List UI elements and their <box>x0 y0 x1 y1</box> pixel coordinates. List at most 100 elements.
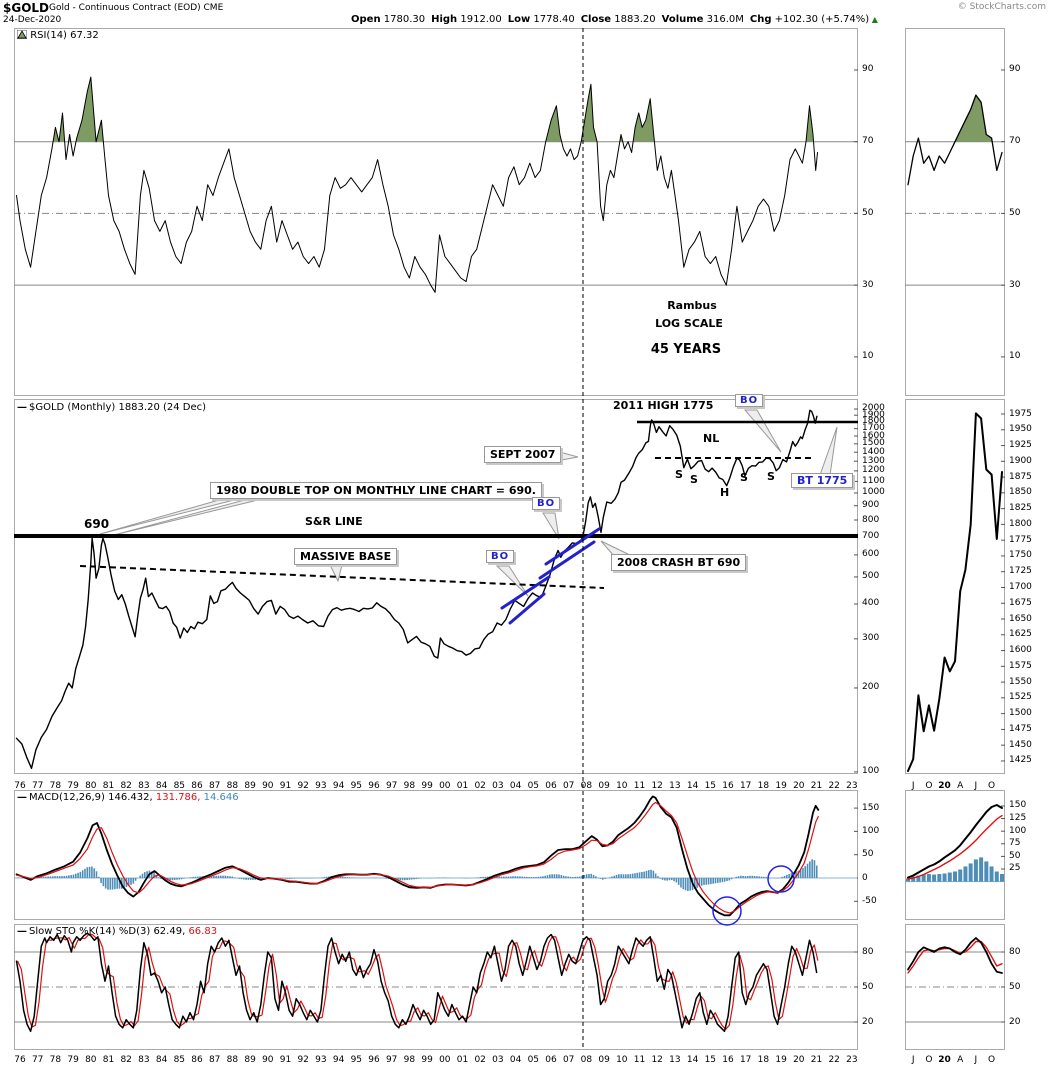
axis-tick-label: 75 <box>1009 838 1021 849</box>
axis-tick-label: 100 <box>1009 825 1027 836</box>
year-axis-label: 21 <box>810 1055 823 1065</box>
year-axis-label: 11 <box>633 1055 646 1065</box>
year-axis-label: 17 <box>739 781 752 791</box>
axis-tick-label: 30 <box>862 279 874 290</box>
axis-tick-label: 90 <box>1009 64 1021 75</box>
axis-tick-label: 500 <box>862 571 880 582</box>
year-axis-label: 01 <box>456 1055 469 1065</box>
price-zoom-panel <box>905 399 1005 774</box>
year-axis-label: 23 <box>846 1055 858 1065</box>
bt-1775-box: BT 1775 <box>791 473 854 488</box>
year-axis-label: 87 <box>208 781 221 791</box>
year-axis-label: 12 <box>651 781 663 791</box>
price-legend: — $GOLD (Monthly) 1883.20 (24 Dec) <box>17 402 206 413</box>
year-axis-label: 06 <box>545 781 557 791</box>
year-axis-label: 78 <box>49 781 62 791</box>
stockcharts-credit-link[interactable]: © StockCharts.com <box>957 2 1046 12</box>
year-axis-label: 14 <box>686 781 699 791</box>
year-axis-label: 85 <box>173 1055 186 1065</box>
axis-tick-label: 1450 <box>1009 739 1032 750</box>
shs-pattern-label: S <box>690 473 698 486</box>
macd-legend: — MACD(12,26,9) 146.432, 131.786, 14.646 <box>17 792 239 803</box>
rsi-panel <box>14 28 858 396</box>
breakout-label-box: BO <box>486 550 515 563</box>
year-axis-label: 95 <box>350 1055 363 1065</box>
year-axis-label: 94 <box>332 1055 345 1065</box>
axis-tick-label: -50 <box>862 895 877 906</box>
year-axis-label: 77 <box>31 781 44 791</box>
macd-zoom-panel <box>905 790 1005 920</box>
axis-tick-label: 50 <box>1009 207 1021 218</box>
axis-tick-label: 70 <box>1009 136 1021 147</box>
rsi-legend: RSI(14) 67.32 <box>16 29 99 41</box>
quote-key: Chg <box>749 14 772 25</box>
quote-key: Open <box>351 14 381 25</box>
year-axis-label: 20 <box>793 781 805 791</box>
year-axis-label: 76 <box>14 781 26 791</box>
year-axis-label: 77 <box>31 1055 44 1065</box>
axis-tick-label: 30 <box>1009 279 1021 290</box>
sr-line-label: S&R LINE <box>305 515 363 528</box>
quote-key: Volume <box>661 14 704 25</box>
axis-tick-label: 1875 <box>1009 471 1032 482</box>
quote-key: High <box>431 14 458 25</box>
sto-zoom-panel <box>905 924 1005 1050</box>
callout-massive-base: MASSIVE BASE <box>294 548 398 565</box>
year-axis-label: 91 <box>279 1055 292 1065</box>
axis-tick-label: 1750 <box>1009 550 1032 561</box>
callout-1980-double-top: 1980 DOUBLE TOP ON MONTHLY LINE CHART = … <box>210 482 542 499</box>
axis-tick-label: 1925 <box>1009 440 1032 451</box>
axis-tick-label: 90 <box>862 64 874 75</box>
axis-tick-label: 125 <box>1009 813 1027 824</box>
axis-tick-label: 50 <box>862 981 874 992</box>
year-axis-label: 93 <box>315 1055 327 1065</box>
axis-tick-label: 1675 <box>1009 597 1032 608</box>
month-axis-label: J <box>974 781 978 791</box>
axis-tick-label: 200 <box>862 682 880 693</box>
year-axis-label: 90 <box>262 781 274 791</box>
year-axis-label: 12 <box>651 1055 663 1065</box>
legend-line-swatch: — <box>17 402 27 413</box>
axis-tick-label: 1500 <box>862 438 885 449</box>
axis-tick-label: 1600 <box>1009 645 1032 656</box>
axis-tick-label: 1100 <box>862 475 885 486</box>
rambus-signature: Rambus <box>667 299 717 312</box>
year-axis-label: 09 <box>598 1055 610 1065</box>
month-axis-label: O <box>988 1055 996 1065</box>
breakout-label-box: BO <box>735 394 764 407</box>
year-axis-label: 19 <box>775 1055 787 1065</box>
year-axis-label: 16 <box>722 1055 734 1065</box>
axis-tick-label: 100 <box>862 825 880 836</box>
log-scale-label: LOG SCALE <box>655 317 723 330</box>
neckline-label: NL <box>703 432 720 445</box>
year-axis-label: 11 <box>633 781 646 791</box>
axis-tick-label: 1800 <box>1009 518 1032 529</box>
axis-tick-label: 1975 <box>1009 408 1032 419</box>
axis-tick-label: 600 <box>862 549 880 560</box>
legend-line-swatch: — <box>17 792 27 803</box>
axis-tick-label: 1725 <box>1009 566 1032 577</box>
axis-tick-label: 80 <box>862 946 874 957</box>
year-axis-label: 78 <box>49 1055 62 1065</box>
axis-tick-label: 1650 <box>1009 613 1032 624</box>
axis-tick-label: 50 <box>1009 981 1021 992</box>
year-axis-label: 96 <box>368 1055 380 1065</box>
axis-tick-label: 80 <box>1009 946 1021 957</box>
sto-value-black: 62.49, <box>153 926 186 937</box>
year-axis-label: 94 <box>332 781 345 791</box>
axis-tick-label: 1600 <box>862 430 885 441</box>
year-axis-label: 92 <box>297 1055 309 1065</box>
rsi-legend-label: RSI(14) 67.32 <box>30 30 99 41</box>
price-panel <box>14 399 858 774</box>
year-axis-label: 97 <box>385 781 398 791</box>
axis-tick-label: 20 <box>1009 1016 1021 1027</box>
month-axis-label: 20 <box>938 781 951 791</box>
axis-tick-label: 2000 <box>862 403 885 414</box>
quote-value: 1883.20 <box>611 14 656 25</box>
year-axis-label: 10 <box>616 781 628 791</box>
year-axis-label: 16 <box>722 781 734 791</box>
year-axis-label: 00 <box>439 1055 451 1065</box>
high-2011-label: 2011 HIGH 1775 <box>613 399 714 412</box>
year-axis-label: 01 <box>456 781 469 791</box>
